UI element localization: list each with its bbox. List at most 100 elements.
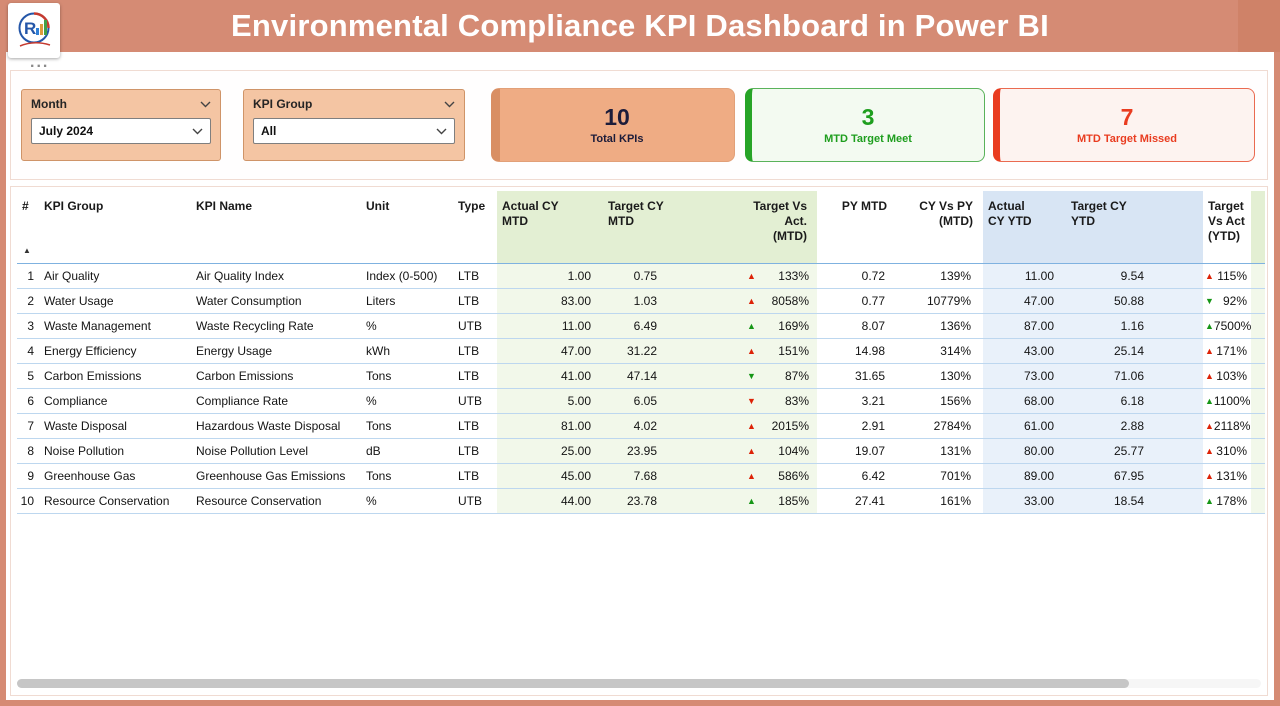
arrow-up-icon: ▲ [1205,271,1214,281]
cell-type: LTB [453,338,497,364]
cell-target_mtd: 23.78 [603,488,669,514]
kpi-table-row[interactable]: 10 Resource Conservation Resource Conserva… [17,488,1265,514]
cell-tva_mtd: ▲ 586% [669,463,817,489]
kpi-table-row[interactable]: 7 Waste Disposal Hazardous Waste Disposal T… [17,413,1265,439]
cell-type: LTB [453,288,497,314]
kpi-table-row[interactable]: 3 Waste Management Waste Recycling Rate% UT… [17,313,1265,339]
cell-actual_ytd: 68.00 [983,388,1066,414]
target-vs-actual-value: 171% [1216,344,1247,358]
title-banner: Environmental Compliance KPI Dashboard i… [0,0,1280,52]
target-vs-actual-indicator: ▲ 151% [747,344,809,358]
cell-target_mtd: 47.14 [603,363,669,389]
column-header-label: # [22,199,29,213]
filter-panel: Month July 2024 KPI Group [10,70,1268,180]
cell-actual_mtd: 47.00 [497,338,603,364]
arrow-up-icon: ▲ [1205,371,1214,381]
kpi-table-row[interactable]: 9 Greenhouse Gas Greenhouse Gas Emissions T… [17,463,1265,489]
chevron-down-icon[interactable] [200,101,211,108]
column-header-cy_vs_py[interactable]: CY Vs PY (MTD) [897,191,983,264]
cell-name: Air Quality Index [191,263,361,289]
cell-spacer [1156,338,1203,364]
column-header-n[interactable]: # ▲ [17,191,39,264]
kpi-table-viewport: # ▲ KPI Group KPI Name Unit Type Actual CY MTD… [17,191,1265,641]
mtd-target-missed-value: 7 [1120,104,1134,130]
kpi-group-dropdown[interactable]: All [253,118,455,144]
cell-cy_vs_py: 314% [897,338,983,364]
chevron-down-icon[interactable] [444,101,455,108]
kpi-table-row[interactable]: 8 Noise Pollution Noise Pollution Level dB L… [17,438,1265,464]
column-header-name[interactable]: KPI Name [191,191,361,264]
cell-group: Greenhouse Gas [39,463,191,489]
total-kpis-label: Total KPIs [590,133,644,145]
cell-tva_mtd: ▲ 169% [669,313,817,339]
horizontal-scrollbar-thumb[interactable] [17,679,1129,688]
arrow-down-icon: ▼ [747,396,756,406]
cell-group: Water Usage [39,288,191,314]
cell-n: 10 [17,488,39,514]
arrow-up-icon: ▲ [747,271,756,281]
kpi-table-row[interactable]: 4 Energy Efficiency Energy Usage kWh LTB 47.0… [17,338,1265,364]
column-header-label: Type [458,199,486,213]
kpi-table-panel: # ▲ KPI Group KPI Name Unit Type Actual CY MTD… [10,186,1268,696]
column-header-spacer [1156,191,1203,264]
column-header-group[interactable]: KPI Group [39,191,191,264]
cell-tva_mtd: ▲ 151% [669,338,817,364]
cell-name: Noise Pollution Level [191,438,361,464]
cell-tva_ytd: ▲ 131% [1203,463,1251,489]
arrow-up-icon: ▲ [747,321,756,331]
arrow-up-icon: ▲ [747,446,756,456]
kpi-table-body: 1 Air Quality Air Quality Index Index (0-50… [17,263,1265,514]
cell-cy_vs_py: 139% [897,263,983,289]
cell-py_mtd: 19.07 [817,438,897,464]
company-logo: R [8,3,60,58]
cell-actual_mtd: 11.00 [497,313,603,339]
column-header-type[interactable]: Type [453,191,497,264]
cell-group: Waste Disposal [39,413,191,439]
month-dropdown[interactable]: July 2024 [31,118,211,144]
logo-icon: R [18,11,51,47]
kpi-group-dropdown-value: All [261,124,277,138]
cell-actual_ytd: 73.00 [983,363,1066,389]
column-header-tva_mtd[interactable]: Target Vs Act. (MTD) [669,191,817,264]
arrow-up-icon: ▲ [747,496,756,506]
cell-name: Carbon Emissions [191,363,361,389]
kpi-table-row[interactable]: 6 Compliance Compliance Rate% UTB 5.00 6.05 ▼ 8… [17,388,1265,414]
column-header-target_ytd[interactable]: Target CY YTD [1066,191,1156,264]
cell-edge [1251,388,1265,414]
cell-edge [1251,463,1265,489]
column-header-unit[interactable]: Unit [361,191,453,264]
cell-spacer [1156,463,1203,489]
cell-target_ytd: 67.95 [1066,463,1156,489]
column-header-label: KPI Name [196,199,253,213]
cell-name: Hazardous Waste Disposal [191,413,361,439]
cell-spacer [1156,288,1203,314]
kpi-table: # ▲ KPI Group KPI Name Unit Type Actual CY MTD… [17,191,1265,514]
cell-n: 4 [17,338,39,364]
cell-actual_ytd: 80.00 [983,438,1066,464]
kpi-table-row[interactable]: 1 Air Quality Air Quality Index Index (0-50… [17,263,1265,289]
cell-tva_ytd: ▲ 1100% [1203,388,1251,414]
column-header-tva_ytd[interactable]: Target Vs Act (YTD) [1203,191,1251,264]
horizontal-scrollbar-track[interactable] [17,679,1261,688]
column-header-py_mtd[interactable]: PY MTD [817,191,897,264]
kpi-group-slicer: KPI Group All [243,89,465,161]
kpi-table-row[interactable]: 5 Carbon Emissions Carbon Emissions Tons LTB… [17,363,1265,389]
cell-n: 9 [17,463,39,489]
cell-spacer [1156,263,1203,289]
cell-target_ytd: 50.88 [1066,288,1156,314]
target-vs-actual-value: 2015% [771,419,809,433]
cell-py_mtd: 0.72 [817,263,897,289]
cell-tva_ytd: ▲ 115% [1203,263,1251,289]
column-header-target_mtd[interactable]: Target CY MTD [603,191,669,264]
kpi-table-row[interactable]: 2 Water Usage Water Consumption Liters LTB 83… [17,288,1265,314]
cell-cy_vs_py: 130% [897,363,983,389]
more-options-button[interactable]: ... [30,54,50,71]
cell-type: LTB [453,413,497,439]
cell-tva_ytd: ▲ 171% [1203,338,1251,364]
column-header-actual_ytd[interactable]: Actual CY YTD [983,191,1066,264]
column-header-actual_mtd[interactable]: Actual CY MTD [497,191,603,264]
month-slicer: Month July 2024 [21,89,221,161]
month-slicer-title: Month [31,97,67,111]
mtd-target-missed-card: 7 MTD Target Missed [993,88,1255,162]
cell-unit: kWh [361,338,453,364]
